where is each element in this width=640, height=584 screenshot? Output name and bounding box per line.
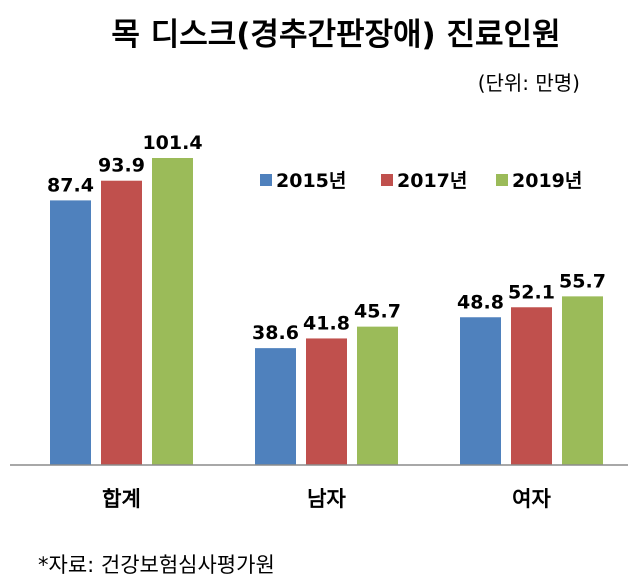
data-label: 45.7 [354, 301, 401, 323]
bar-남자-2017년 [306, 338, 347, 465]
data-label: 41.8 [303, 312, 350, 334]
x-tick-label: 여자 [512, 487, 551, 511]
bar-남자-2019년 [357, 326, 398, 465]
data-label: 52.1 [508, 281, 555, 303]
data-label: 55.7 [559, 270, 606, 292]
bar-남자-2015년 [255, 348, 296, 465]
data-label: 93.9 [98, 155, 145, 177]
x-tick-label: 합계 [102, 487, 141, 511]
bar-합계-2017년 [101, 180, 142, 466]
legend-swatch [496, 174, 508, 186]
legend: 2015년 2017년 2019년 [260, 170, 582, 192]
legend-swatch [260, 174, 272, 186]
legend-label: 2015년 [276, 170, 346, 192]
x-tick-label: 남자 [307, 487, 346, 511]
data-label: 48.8 [457, 291, 504, 313]
chart-title: 목 디스크(경추간판장애) 진료인원 [111, 17, 560, 53]
legend-label: 2019년 [512, 170, 582, 192]
data-label: 38.6 [252, 322, 299, 344]
bar-합계-2015년 [50, 200, 91, 465]
unit-label: (단위: 만명) [478, 71, 580, 95]
bar-여자-2017년 [511, 307, 552, 465]
x-axis-ticks: 합계 남자 여자 [102, 487, 551, 511]
source-note: *자료: 건강보험심사평가원 [38, 553, 275, 577]
legend-label: 2017년 [397, 170, 467, 192]
data-label: 87.4 [47, 174, 94, 196]
data-label: 101.4 [142, 132, 202, 154]
bar-여자-2015년 [460, 317, 501, 465]
legend-swatch [381, 174, 393, 186]
bar-합계-2019년 [152, 158, 193, 465]
bar-여자-2019년 [562, 296, 603, 465]
